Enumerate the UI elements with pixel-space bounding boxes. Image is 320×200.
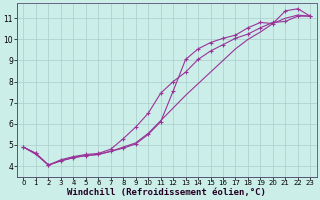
X-axis label: Windchill (Refroidissement éolien,°C): Windchill (Refroidissement éolien,°C) (68, 188, 266, 197)
